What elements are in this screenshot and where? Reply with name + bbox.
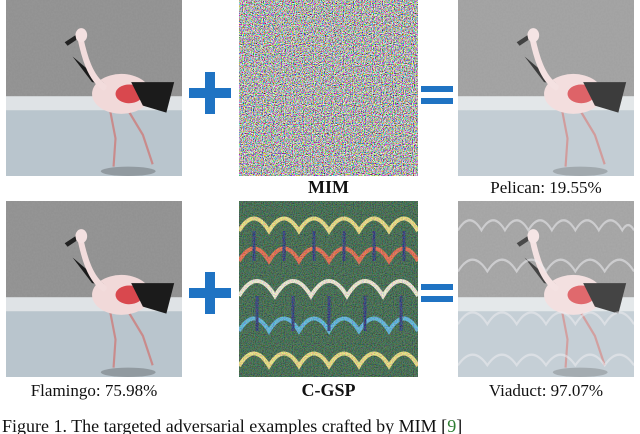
equals-icon-top — [421, 86, 453, 106]
flamingo-image-top — [6, 0, 182, 176]
adversarial-image-bottom — [458, 201, 634, 377]
figure-caption: Figure 1. The targeted adversarial examp… — [0, 414, 640, 434]
mim-perturbation-image — [239, 0, 418, 176]
figure-caption-text: Figure 1. The targeted adversarial examp… — [2, 416, 448, 434]
source-caption-bottom: Flamingo: 75.98% — [30, 381, 158, 400]
perturbation-label-mim: MIM — [308, 177, 349, 197]
citation-link[interactable]: 9 — [447, 416, 457, 434]
result-caption-bottom: Viaduct: 97.07% — [488, 381, 604, 400]
perturbation-label-c-gsp: C-GSP — [301, 380, 356, 400]
figure-caption-bracket: ] — [456, 416, 463, 434]
result-caption-top: Pelican: 19.55% — [490, 178, 602, 197]
equals-icon-bottom — [421, 284, 453, 304]
plus-icon-top — [189, 72, 231, 114]
plus-icon-bottom — [189, 272, 231, 314]
flamingo-image-bottom — [6, 201, 182, 377]
adversarial-image-top — [458, 0, 634, 176]
c-gsp-perturbation-image — [239, 201, 418, 377]
